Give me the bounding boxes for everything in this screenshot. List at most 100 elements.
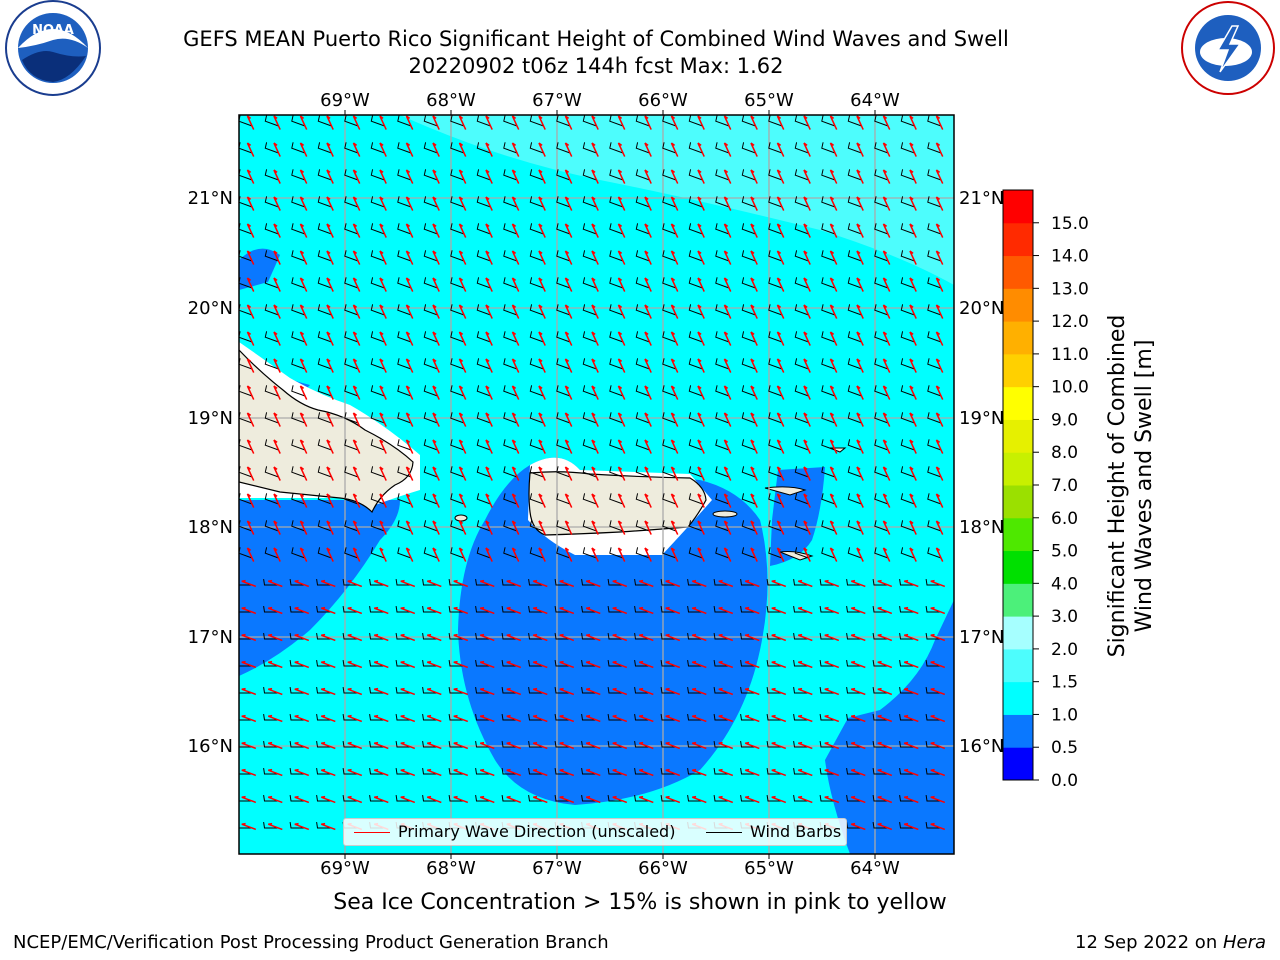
wave-direction-arrow bbox=[246, 304, 255, 319]
wave-direction-arrow bbox=[856, 304, 864, 319]
lat-label-left: 21°N bbox=[188, 188, 233, 209]
wave-direction-arrow bbox=[585, 768, 601, 777]
wave-direction-arrow bbox=[485, 439, 493, 454]
wave-direction-arrow bbox=[750, 223, 758, 238]
wave-direction-arrow bbox=[559, 606, 575, 615]
wave-direction-arrow bbox=[612, 633, 628, 642]
wind-barb bbox=[397, 277, 412, 289]
wind-barb bbox=[503, 385, 518, 397]
wave-direction-arrow bbox=[246, 169, 255, 184]
wave-direction-arrow bbox=[326, 169, 334, 184]
footer-machine: Hera bbox=[1222, 932, 1266, 953]
wind-barb bbox=[794, 223, 809, 235]
wave-direction-arrow bbox=[379, 493, 387, 508]
wind-barb bbox=[821, 196, 836, 208]
wind-barb bbox=[370, 304, 385, 316]
colorbar-tick-label: 0.0 bbox=[1051, 771, 1078, 791]
wind-barb bbox=[397, 331, 412, 343]
wave-direction-arrow bbox=[559, 714, 575, 723]
wave-direction-arrow bbox=[697, 250, 705, 265]
wind-barb bbox=[607, 579, 623, 586]
wind-barb bbox=[819, 660, 835, 667]
wave-direction-arrow bbox=[935, 304, 944, 319]
wave-direction-arrow bbox=[506, 633, 522, 642]
wave-direction-arrow bbox=[935, 142, 944, 157]
wind-barb bbox=[529, 196, 544, 208]
wind-barb bbox=[874, 331, 889, 343]
wind-barb bbox=[397, 250, 412, 262]
wind-barb bbox=[264, 277, 279, 289]
wave-direction-arrow bbox=[617, 547, 626, 562]
wave-direction-arrow bbox=[829, 331, 838, 346]
wave-direction-arrow bbox=[935, 466, 944, 481]
wind-barb bbox=[794, 439, 809, 451]
wind-barb bbox=[847, 304, 862, 316]
wind-barb bbox=[263, 714, 279, 721]
wind-barb bbox=[529, 520, 544, 532]
wind-barb bbox=[927, 466, 942, 478]
wind-barb bbox=[662, 520, 677, 532]
wave-direction-arrow bbox=[458, 358, 467, 373]
wave-direction-arrow bbox=[803, 250, 811, 265]
wind-barb bbox=[581, 741, 597, 748]
wave-direction-arrow bbox=[511, 331, 520, 346]
wave-direction-arrow bbox=[644, 223, 652, 238]
lon-label-top: 65°W bbox=[744, 90, 794, 111]
wave-direction-arrow bbox=[511, 439, 520, 454]
colorbar-segment bbox=[1003, 190, 1033, 224]
wind-barb bbox=[925, 714, 941, 721]
wave-direction-arrow bbox=[241, 795, 257, 804]
wind-barb bbox=[872, 822, 888, 829]
wave-direction-arrow bbox=[347, 660, 363, 669]
wave-direction-arrow bbox=[559, 660, 575, 669]
wind-barb bbox=[874, 493, 889, 505]
wave-direction-arrow bbox=[856, 547, 864, 562]
wave-direction-arrow bbox=[617, 385, 626, 400]
wind-barb bbox=[503, 466, 518, 478]
wind-barb bbox=[397, 385, 412, 397]
wave-direction-arrow bbox=[665, 768, 681, 777]
wind-barb bbox=[264, 358, 279, 370]
wind-barb bbox=[395, 579, 411, 586]
wave-direction-arrow bbox=[903, 822, 919, 831]
wind-barb bbox=[529, 304, 544, 316]
wind-barb bbox=[556, 331, 571, 343]
wave-direction-arrow bbox=[909, 304, 917, 319]
wave-direction-arrow bbox=[432, 493, 440, 508]
colorbar-segment bbox=[1003, 419, 1033, 453]
wind-barb bbox=[609, 115, 624, 127]
wave-direction-arrow bbox=[697, 412, 705, 427]
wave-direction-arrow bbox=[612, 714, 628, 723]
wave-direction-arrow bbox=[723, 142, 732, 157]
wave-direction-arrow bbox=[458, 493, 467, 508]
wave-direction-arrow bbox=[909, 385, 917, 400]
wave-direction-arrow bbox=[426, 633, 442, 642]
wind-barb bbox=[927, 223, 942, 235]
wind-barb bbox=[846, 687, 862, 694]
wind-barb bbox=[874, 142, 889, 154]
wave-direction-arrow bbox=[824, 687, 840, 696]
wind-barb bbox=[607, 768, 623, 775]
wave-direction-arrow bbox=[829, 412, 838, 427]
wave-direction-arrow bbox=[320, 633, 336, 642]
wave-direction-arrow bbox=[882, 412, 891, 427]
colorbar-tick-label: 4.0 bbox=[1051, 574, 1078, 594]
wave-direction-arrow bbox=[458, 304, 467, 319]
wave-direction-arrow bbox=[405, 250, 414, 265]
wind-barb bbox=[741, 277, 756, 289]
wind-barb bbox=[450, 547, 465, 559]
wave-direction-arrow bbox=[877, 795, 893, 804]
wave-direction-arrow bbox=[320, 795, 336, 804]
wind-barb bbox=[872, 633, 888, 640]
wind-barb bbox=[927, 358, 942, 370]
wind-barb bbox=[344, 358, 359, 370]
wind-barb bbox=[423, 520, 438, 532]
wind-barb bbox=[927, 142, 942, 154]
wave-direction-arrow bbox=[559, 768, 575, 777]
wind-barb bbox=[713, 606, 729, 613]
wave-direction-arrow bbox=[612, 606, 628, 615]
wave-direction-arrow bbox=[485, 115, 493, 130]
wave-direction-arrow bbox=[617, 142, 626, 157]
wave-direction-arrow bbox=[750, 439, 758, 454]
wind-barb bbox=[317, 331, 332, 343]
